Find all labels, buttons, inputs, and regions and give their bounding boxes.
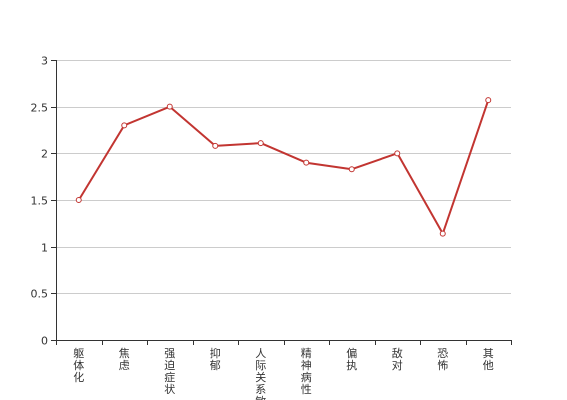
x-tick-label: 人际关系敏感	[255, 347, 266, 400]
x-tick-label: 其他	[483, 347, 494, 372]
y-tick-label: 2.5	[31, 102, 49, 115]
data-point[interactable]	[439, 230, 446, 237]
x-axis: 躯体化 焦虑 强迫症状 抑郁 人际关系敏感 精神病性 偏执 敌对 恐怖 其他	[56, 340, 512, 400]
x-tick-label: 精神病性	[301, 347, 312, 396]
y-tick-label: 1.5	[31, 195, 49, 208]
x-tick-label: 偏执	[346, 346, 357, 372]
data-point[interactable]	[394, 150, 401, 157]
x-tick-label: 恐怖	[437, 347, 448, 372]
data-point[interactable]	[348, 166, 355, 173]
y-tick-label: 0.5	[31, 288, 49, 301]
series-line	[77, 99, 490, 235]
y-tick-label: 0	[41, 335, 48, 348]
data-point[interactable]	[212, 142, 219, 149]
data-point[interactable]	[121, 122, 128, 129]
grid-lines	[56, 60, 511, 294]
x-tick-label: 强迫症状	[164, 347, 175, 396]
data-point[interactable]	[166, 103, 173, 110]
data-point[interactable]	[75, 197, 82, 203]
y-tick-label: 3	[41, 55, 48, 68]
x-tick-label: 躯体化	[73, 347, 84, 384]
series-line-group	[75, 97, 492, 237]
y-tick-label: 2	[41, 148, 48, 161]
x-tick-label: 敌对	[392, 346, 403, 372]
x-tick-label: 抑郁	[210, 346, 221, 372]
y-tick-label: 1	[41, 242, 48, 255]
data-point[interactable]	[485, 97, 492, 104]
y-axis: 0 0.5 1 1.5 2 2.5 3	[31, 55, 57, 348]
data-point[interactable]	[303, 159, 310, 166]
x-tick-label: 焦虑	[119, 347, 130, 372]
data-point[interactable]	[257, 140, 264, 147]
